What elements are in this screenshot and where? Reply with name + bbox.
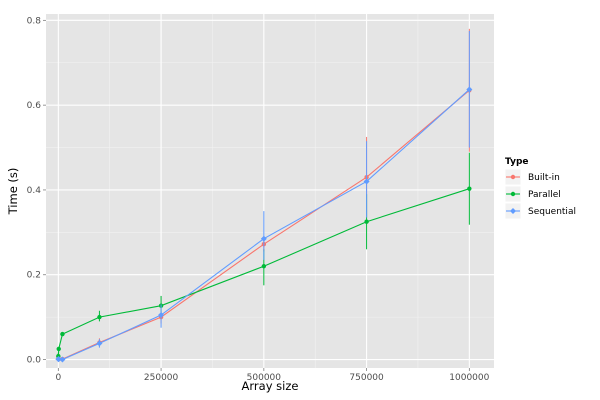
x-axis-title: Array size — [242, 379, 299, 393]
y-tick-label: 0.8 — [27, 16, 42, 26]
data-point-parallel — [56, 346, 61, 352]
series-line-parallel — [57, 188, 470, 357]
data-point-parallel — [467, 186, 472, 191]
y-axis-title: Time (s) — [6, 168, 20, 216]
data-point-parallel — [97, 314, 102, 320]
series-parallel — [56, 152, 472, 360]
legend-label: Sequential — [528, 207, 576, 217]
data-point-sequential — [55, 356, 62, 363]
data-point-parallel — [261, 264, 267, 269]
legend: Type Built-in Parallel Sequential — [504, 157, 576, 220]
legend-item-sequential: Sequential — [504, 202, 576, 220]
y-tick-label: 0.4 — [27, 186, 42, 196]
legend-label: Built-in — [528, 173, 560, 183]
x-tick-label: 1000000 — [449, 373, 489, 383]
legend-title: Type — [505, 157, 528, 167]
data-point-parallel — [60, 331, 65, 337]
plot-panel — [46, 14, 494, 368]
series-layer — [55, 28, 473, 363]
legend-label: Parallel — [528, 190, 561, 200]
legend-key-marker — [510, 174, 516, 180]
legend-key-marker — [510, 191, 516, 197]
x-tick-label: 250000 — [144, 373, 179, 383]
x-tick-label: 500000 — [247, 373, 282, 383]
data-point-sequential — [260, 235, 267, 242]
data-point-parallel — [364, 219, 369, 224]
data-point-sequential — [59, 356, 66, 363]
y-tick-label: 0.0 — [27, 356, 42, 366]
axes: 0 250000 500000 750000 1000000 0.0 0.2 0.4 0.6 0.… — [27, 16, 490, 383]
x-tick-label: 0 — [55, 373, 61, 383]
legend-item-parallel: Parallel — [504, 185, 561, 203]
legend-items: Built-in Parallel Sequential — [504, 168, 576, 220]
legend-item-built-in: Built-in — [504, 168, 560, 186]
y-tick-label: 0.6 — [27, 101, 42, 111]
data-point-sequential — [363, 178, 370, 185]
y-tick-label: 0.2 — [27, 271, 41, 281]
data-point-sequential — [96, 340, 103, 347]
legend-key-marker — [510, 208, 516, 214]
x-tick-label: 750000 — [349, 373, 384, 383]
series-sequential — [55, 30, 473, 363]
data-point-sequential — [158, 312, 165, 319]
data-point-sequential — [466, 86, 473, 93]
